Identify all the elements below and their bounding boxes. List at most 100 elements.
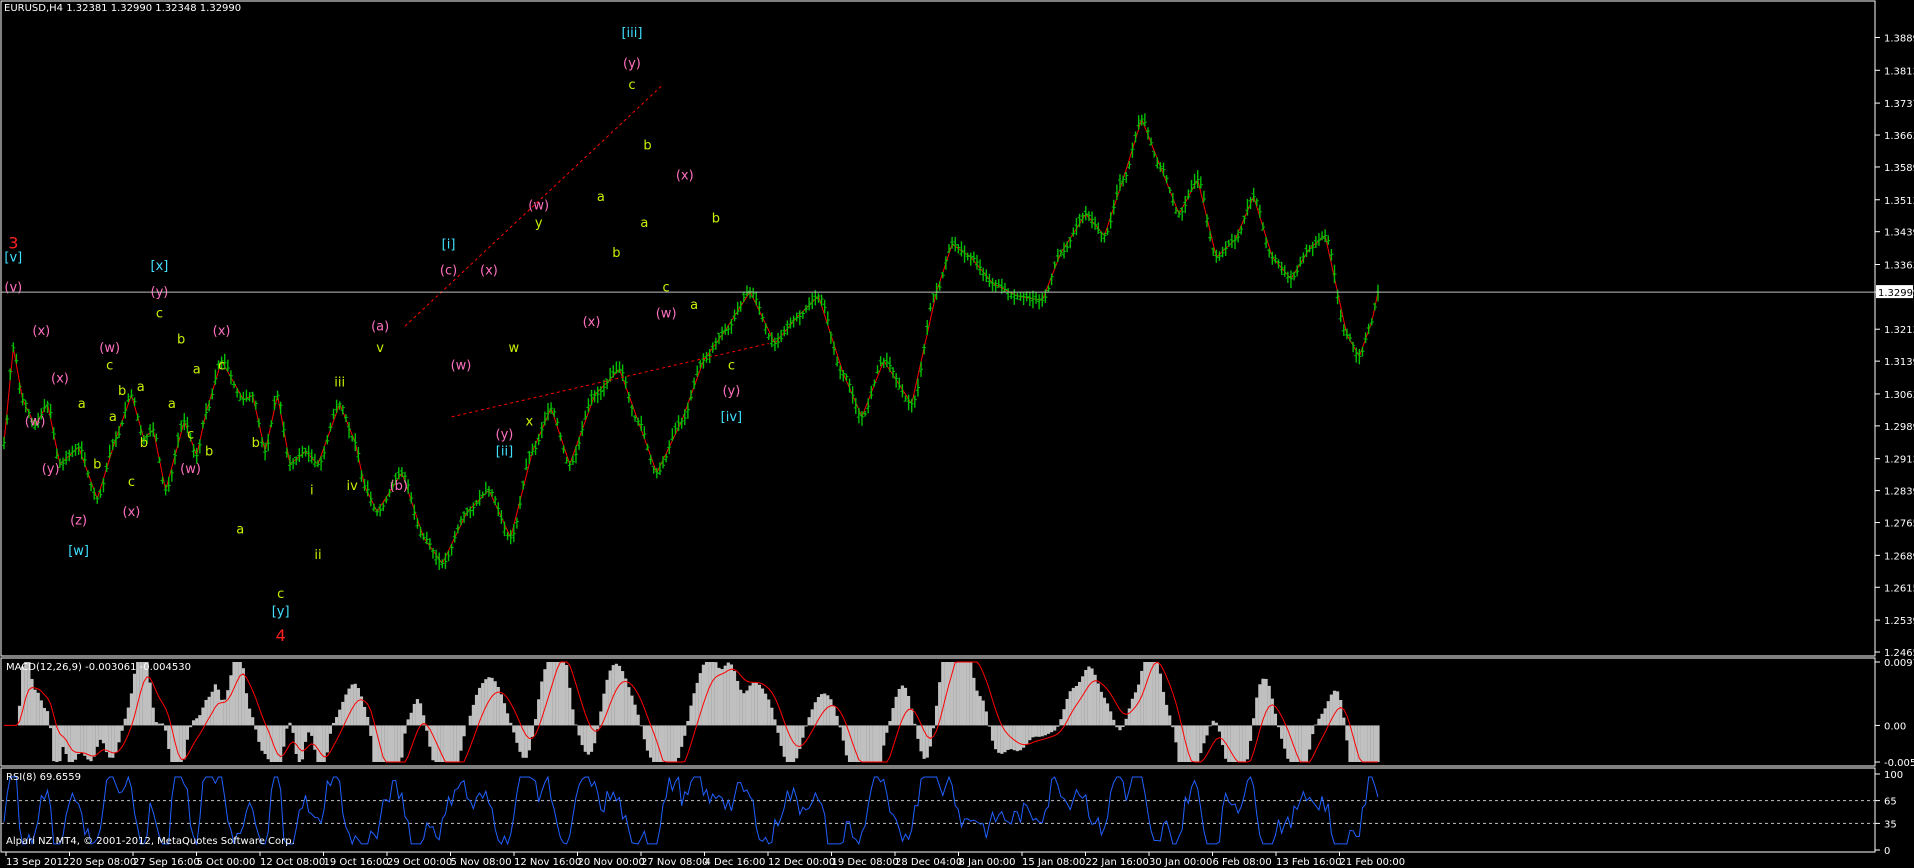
macd-histogram: 0.009757 0.00 -0.00563 [4, 658, 1914, 769]
rsi-title: RSI(8) 69.6559 [6, 772, 81, 783]
time-tick-label: 27 Nov 08:00 [641, 857, 708, 868]
wave-label: (w) [451, 358, 472, 373]
price-tick-label: 1.37370 [1884, 99, 1914, 110]
wave-label: a [168, 397, 176, 412]
price-tick-label: 1.32130 [1884, 325, 1914, 336]
wave-label: [ii] [496, 445, 513, 460]
wave-label: (w) [180, 462, 201, 477]
time-tick-label: 29 Oct 00:00 [387, 857, 452, 868]
macd-tick-label: 0.00 [1884, 721, 1906, 732]
wave-label: (y) [42, 462, 60, 477]
wave-label: (z) [70, 514, 87, 529]
wave-label: b [177, 332, 185, 347]
macd-title: MACD(12,26,9) -0.003061 -0.004530 [6, 662, 191, 673]
price-tick-label: 1.31390 [1884, 357, 1914, 368]
copyright-text: Alpari NZ MT4, © 2001-2012, MetaQuotes S… [6, 836, 295, 847]
rsi-tick-label: 35 [1884, 819, 1897, 830]
time-tick-label: 12 Nov 16:00 [514, 857, 581, 868]
wave-label: b [140, 436, 148, 451]
wave-label: (y) [623, 56, 641, 71]
time-tick-label: 27 Sep 16:00 [133, 857, 200, 868]
rsi-tick-label: 0 [1884, 846, 1890, 857]
macd-tick-label: -0.00563 [1884, 758, 1914, 769]
time-tick-label: 8 Jan 00:00 [959, 857, 1016, 868]
time-tick-label: 5 Nov 08:00 [451, 857, 512, 868]
wave-label: y [535, 216, 543, 231]
wave-label: (x) [213, 324, 231, 339]
current-price-box [1876, 285, 1913, 299]
time-tick-label: 13 Sep 2012 [6, 857, 69, 868]
wave-label: b [643, 138, 651, 153]
price-tick-label: 1.33630 [1884, 260, 1914, 271]
time-tick-label: 21 Feb 00:00 [1340, 857, 1406, 868]
price-tick-label: 1.28390 [1884, 487, 1914, 498]
wave-label: i [310, 483, 314, 498]
wave-label: (x) [583, 315, 601, 330]
wave-label: c [277, 587, 284, 602]
wave-label: 3 [8, 234, 18, 253]
rsi-line-path [3, 775, 1379, 846]
price-tick-label: 1.26150 [1884, 583, 1914, 594]
price-axis: 1.38890 1.38130 1.37370 1.36630 1.35890 1.351… [1875, 34, 1914, 659]
wave-label: [y] [272, 604, 290, 619]
wave-label: (w) [25, 414, 46, 429]
wave-label: [w] [68, 544, 89, 559]
rsi-line: 100 65 35 0 [1, 770, 1903, 857]
wave-label: c [128, 475, 135, 490]
wave-label: b [93, 458, 101, 473]
time-tick-label: 5 Oct 00:00 [197, 857, 256, 868]
time-tick-label: 6 Feb 08:00 [1213, 857, 1272, 868]
time-tick-label: 12 Oct 08:00 [260, 857, 325, 868]
wave-label: b [205, 445, 213, 460]
wave-label: a [640, 216, 648, 231]
macd-signal-line [4, 661, 1378, 763]
wave-label: a [137, 380, 145, 395]
wave-label: 4 [276, 626, 286, 645]
price-tick-label: 1.35130 [1884, 196, 1914, 207]
price-tick-label: 1.24650 [1884, 648, 1914, 659]
wave-label: (b) [390, 479, 408, 494]
price-tick-label: 1.25390 [1884, 616, 1914, 627]
wave-label: (x) [676, 168, 694, 183]
wave-label: a [109, 410, 117, 425]
wave-label: [v] [4, 250, 22, 265]
price-tick-label: 1.38130 [1884, 66, 1914, 77]
price-tick-label: 1.29890 [1884, 422, 1914, 433]
wave-label: (w) [528, 199, 549, 214]
wave-label: (x) [123, 505, 141, 520]
price-tick-label: 1.36630 [1884, 131, 1914, 142]
time-tick-label: 13 Feb 16:00 [1276, 857, 1342, 868]
chart-title: EURUSD,H4 1.32381 1.32990 1.32348 1.3299… [4, 3, 242, 14]
wave-label: (y) [496, 427, 514, 442]
wave-label: a [193, 363, 201, 378]
wave-label: a [236, 522, 244, 537]
wave-label: v [376, 341, 384, 356]
wave-label: c [106, 358, 113, 373]
price-tick-label: 1.38890 [1884, 34, 1914, 45]
price-bars [2, 113, 1380, 570]
wave-label: a [597, 190, 605, 205]
trendline [404, 84, 664, 327]
wave-label: b [712, 212, 720, 227]
time-tick-label: 15 Jan 08:00 [1022, 857, 1085, 868]
time-tick-label: 12 Dec 00:00 [768, 857, 835, 868]
wave-label: (y) [722, 384, 740, 399]
price-tick-label: 1.35890 [1884, 163, 1914, 174]
wave-label: c [187, 427, 194, 442]
wave-label: w [508, 341, 519, 356]
trendline [451, 342, 769, 418]
rsi-tick-label: 100 [1884, 770, 1903, 781]
price-tick-label: 1.26890 [1884, 551, 1914, 562]
wave-label: c [218, 358, 225, 373]
time-tick-label: 19 Oct 16:00 [324, 857, 389, 868]
wave-label: [x] [151, 259, 169, 274]
wave-label: c [728, 358, 735, 373]
wave-label: (w) [656, 307, 677, 322]
current-price-label: 1.32990 [1878, 288, 1914, 299]
main-price-pane[interactable] [0, 0, 1876, 657]
wave-label: iii [334, 376, 345, 391]
wave-label: (x) [32, 324, 50, 339]
time-tick-label: 4 Dec 16:00 [705, 857, 766, 868]
